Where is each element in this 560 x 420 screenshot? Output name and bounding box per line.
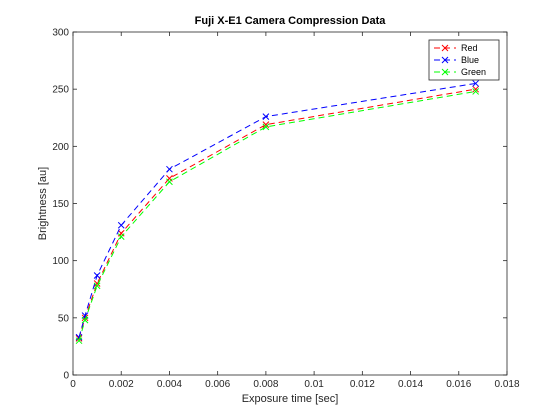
x-axis-label: Exposure time [sec] — [242, 393, 339, 405]
y-tick-label: 200 — [52, 142, 69, 153]
data-point-green — [93, 282, 101, 290]
chart-title: Fuji X-E1 Camera Compression Data — [195, 15, 387, 27]
data-point-green — [81, 316, 89, 324]
legend-marker-green — [441, 68, 449, 76]
y-tick-label: 0 — [63, 371, 69, 382]
x-tick-label: 0.01 — [304, 379, 324, 390]
series-layer — [75, 80, 480, 345]
legend-marker-red — [441, 44, 449, 52]
data-point-red — [472, 85, 480, 93]
data-point-blue — [117, 221, 125, 229]
data-point-blue — [93, 272, 101, 279]
data-point-blue — [472, 80, 480, 87]
data-point-green — [262, 123, 270, 131]
legend-entry-red: Red — [434, 43, 478, 53]
y-axis-label: Brightness [au] — [37, 167, 49, 240]
y-tick-label: 300 — [52, 28, 69, 39]
y-tick-label: 250 — [52, 85, 69, 96]
x-tick-label: 0.004 — [157, 379, 182, 390]
data-point-blue — [262, 113, 270, 120]
axes: 0 0.002 0.004 0.006 0.008 0.01 0.012 0.014 0.016… — [52, 28, 520, 391]
y-tick-label: 50 — [58, 313, 70, 324]
data-point-red — [81, 314, 89, 322]
data-point-green — [166, 178, 173, 186]
plot-area — [73, 32, 507, 375]
x-tick-label: 0.006 — [205, 379, 230, 390]
x-tick-label: 0.012 — [350, 379, 375, 390]
x-tick-label: 0 — [70, 379, 76, 390]
data-point-blue — [166, 165, 173, 173]
x-tick-label: 0.008 — [253, 379, 278, 390]
x-tick-label: 0.016 — [446, 379, 471, 390]
y-tick-label: 100 — [52, 256, 69, 267]
legend: Red Blue Green — [428, 39, 500, 81]
legend-entry-green: Green — [434, 67, 486, 77]
data-point-green — [75, 337, 83, 345]
series-green — [75, 88, 480, 345]
data-point-red — [75, 335, 83, 342]
legend-label-blue: Blue — [461, 55, 479, 65]
data-point-green — [117, 233, 125, 241]
y-tick-label: 150 — [52, 199, 69, 210]
data-point-green — [472, 88, 480, 95]
series-blue — [75, 80, 480, 341]
x-tick-label: 0.018 — [494, 379, 519, 390]
legend-label-red: Red — [461, 43, 478, 53]
x-tick-label: 0.014 — [398, 379, 423, 390]
legend-entry-blue: Blue — [434, 55, 479, 65]
legend-marker-blue — [441, 56, 449, 64]
legend-label-green: Green — [461, 67, 486, 77]
x-tick-label: 0.002 — [109, 379, 134, 390]
legend-box — [428, 39, 500, 81]
data-point-red — [262, 121, 270, 128]
